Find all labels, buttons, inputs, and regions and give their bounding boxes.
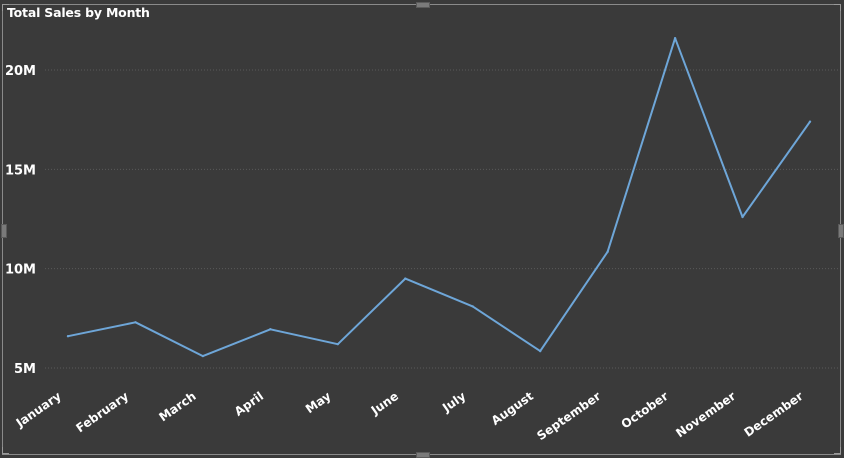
chart-title: Total Sales by Month	[7, 5, 150, 20]
resize-handle-bottom-right[interactable]	[833, 446, 841, 454]
data-point[interactable]	[404, 277, 407, 280]
series-line[interactable]	[67, 37, 811, 358]
data-point[interactable]	[134, 321, 137, 324]
y-axis: 5M 10M 15M 20M	[5, 64, 36, 377]
resize-handle-top-right[interactable]	[833, 4, 841, 12]
x-tick-label: August	[489, 389, 536, 428]
data-point[interactable]	[538, 349, 542, 353]
y-tick-label: 10M	[5, 263, 36, 278]
resize-handle-right[interactable]	[838, 224, 844, 238]
resize-handle-bottom[interactable]	[416, 452, 430, 458]
resize-handle-top[interactable]	[416, 2, 430, 8]
data-point[interactable]	[66, 335, 70, 338]
data-point[interactable]	[471, 305, 474, 308]
x-tick-label: December	[742, 389, 806, 440]
series-layer	[66, 37, 812, 358]
x-tick-label: June	[368, 389, 401, 418]
x-axis: January February March April May June July Augu…	[13, 389, 806, 443]
data-point[interactable]	[269, 328, 272, 331]
y-tick-label: 20M	[5, 64, 36, 79]
x-tick-label: November	[673, 389, 738, 440]
x-tick-label: September	[534, 389, 603, 443]
y-tick-label: 15M	[5, 163, 36, 178]
x-tick-label: January	[13, 389, 64, 431]
x-tick-label: April	[232, 389, 266, 419]
data-point[interactable]	[673, 37, 677, 40]
resize-handle-left[interactable]	[1, 224, 7, 238]
x-tick-label: May	[303, 389, 334, 416]
x-tick-label: October	[619, 389, 671, 431]
x-tick-label: July	[439, 389, 468, 415]
resize-handle-top-left[interactable]	[2, 4, 10, 12]
data-point[interactable]	[741, 215, 744, 219]
x-tick-label: March	[157, 389, 199, 424]
gridlines	[45, 69, 838, 369]
y-tick-label: 5M	[14, 362, 36, 377]
data-point[interactable]	[201, 354, 205, 358]
data-point[interactable]	[606, 250, 609, 253]
data-point[interactable]	[336, 342, 340, 346]
resize-handle-bottom-left[interactable]	[2, 446, 10, 454]
data-point[interactable]	[808, 120, 812, 123]
x-tick-label: February	[73, 389, 131, 435]
